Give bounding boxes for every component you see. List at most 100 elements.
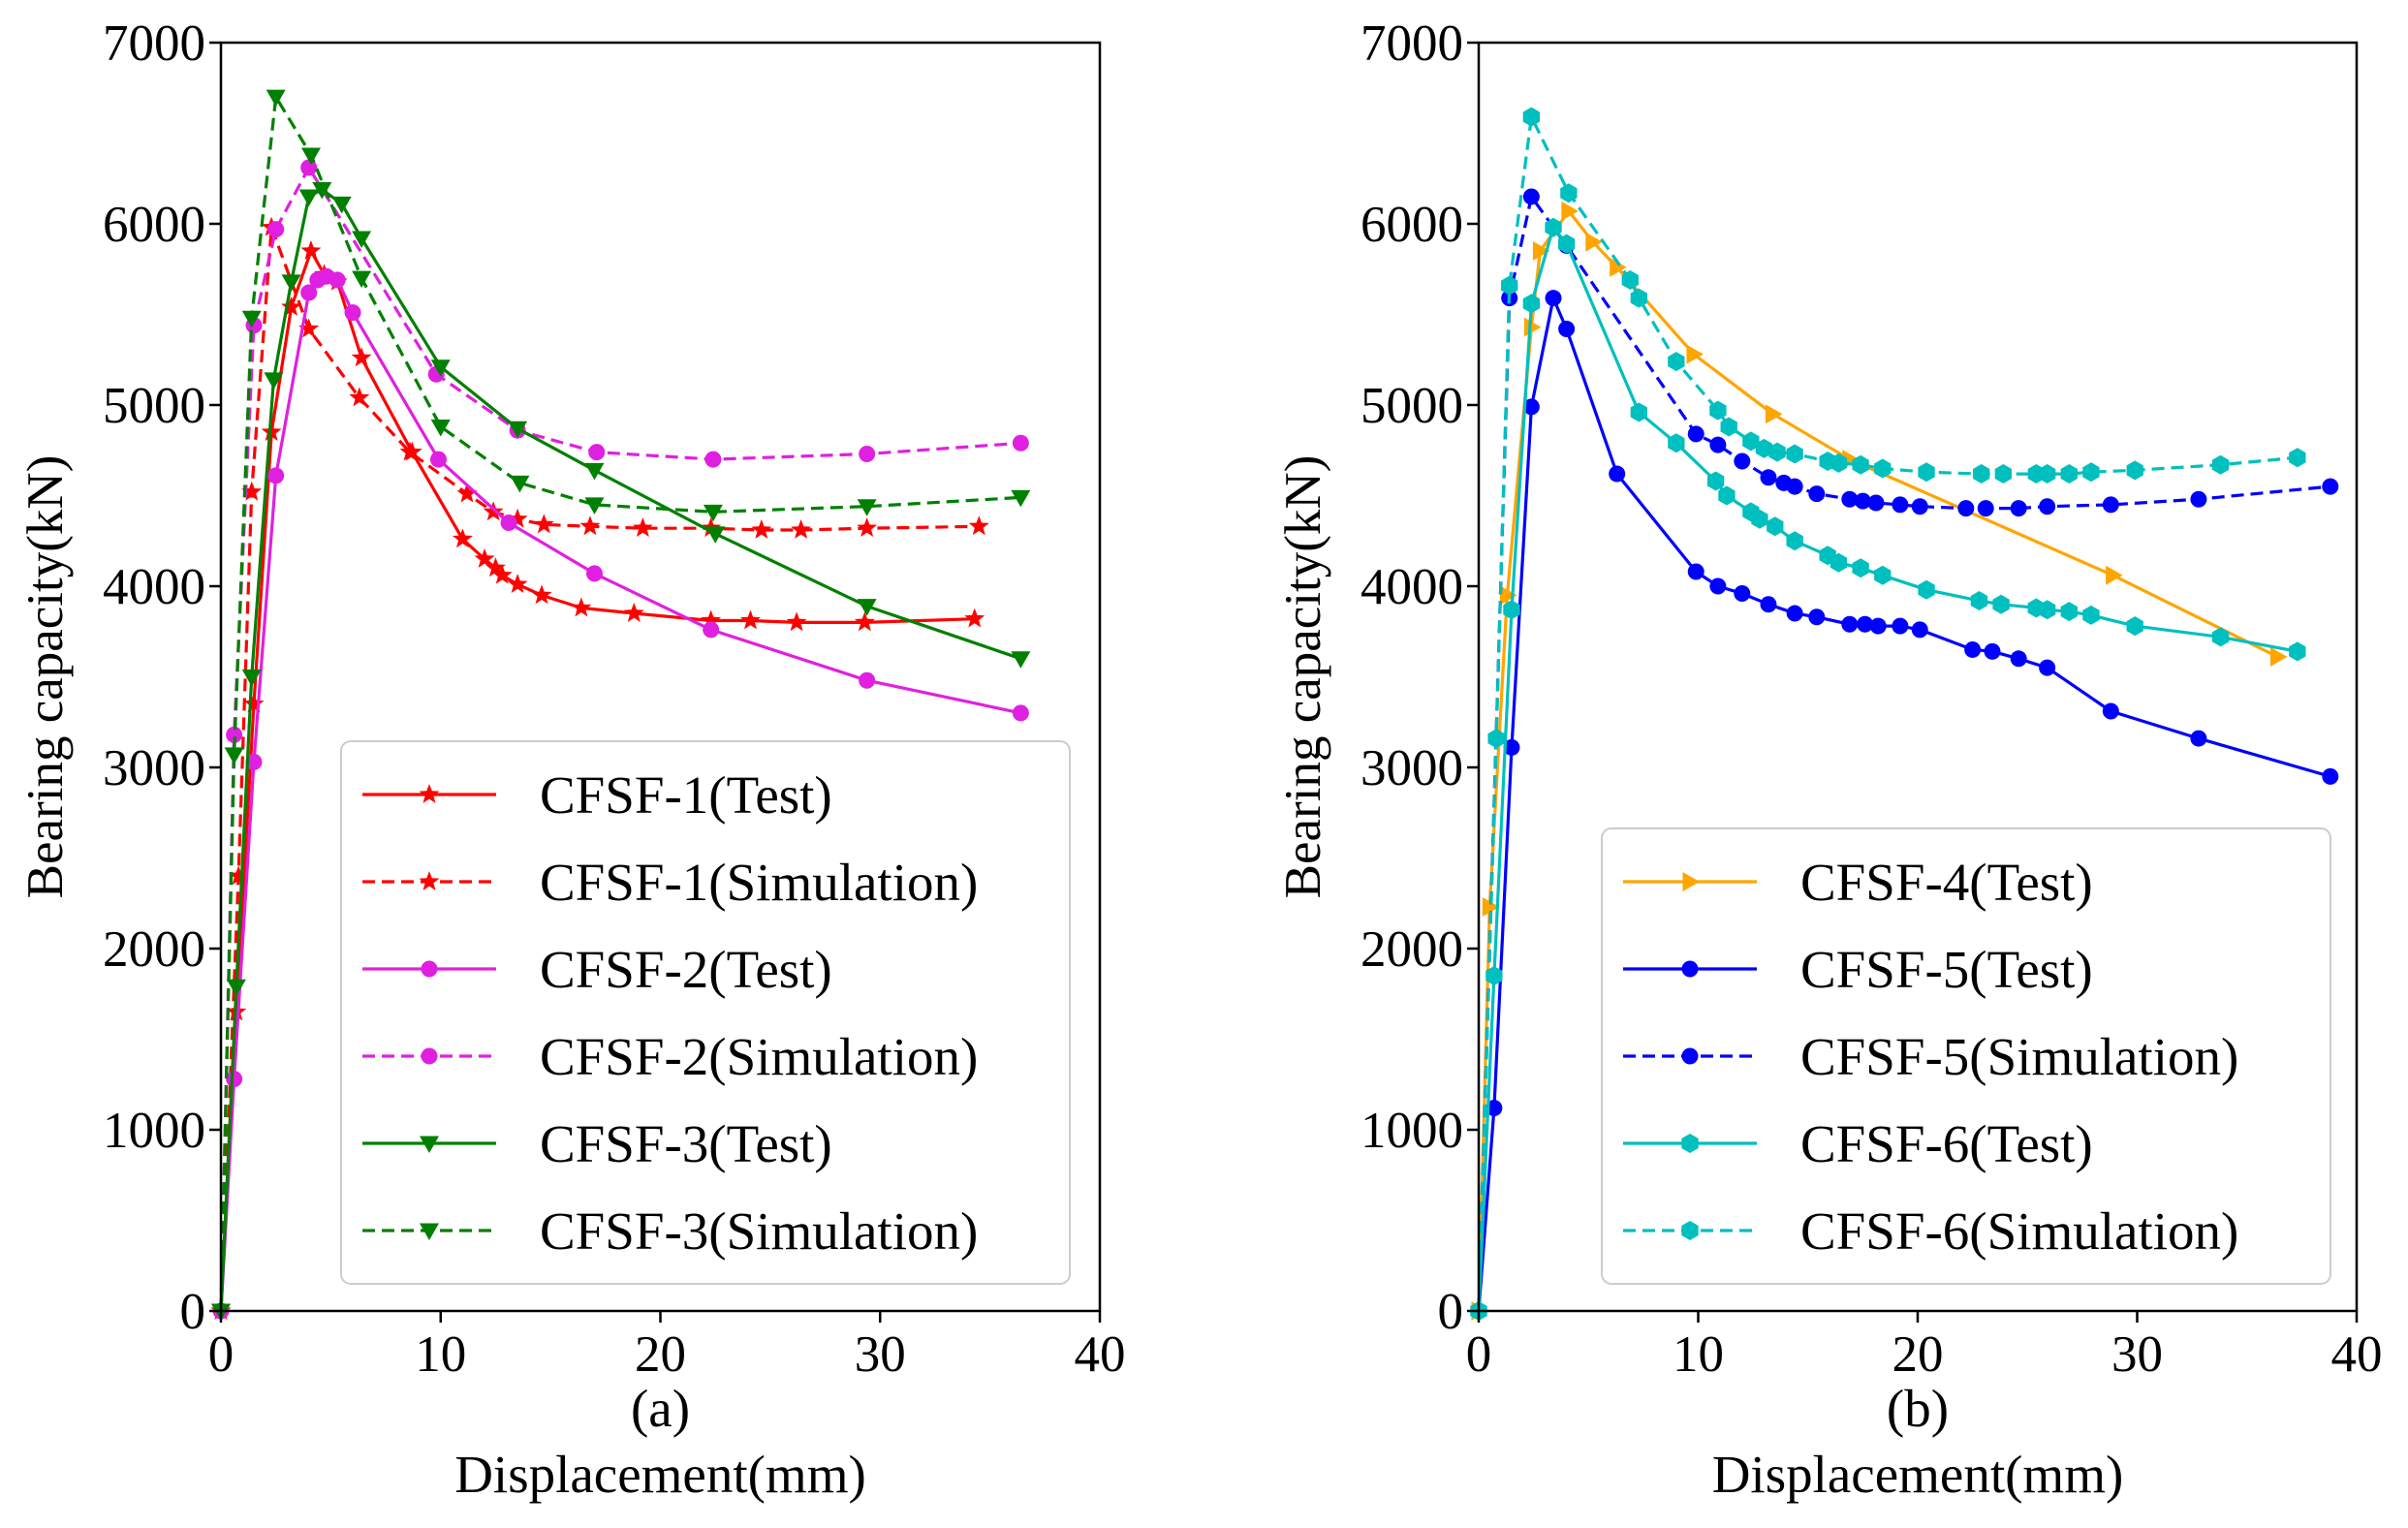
y-axis-label: Bearing capacity(kN) — [17, 455, 74, 899]
data-point — [1522, 107, 1541, 127]
data-point — [584, 462, 605, 481]
data-point — [859, 671, 876, 689]
data-point — [1011, 651, 1031, 669]
data-point — [1734, 452, 1751, 470]
y-tick-label: 5000 — [103, 378, 205, 434]
data-point — [1766, 404, 1783, 424]
x-tick-label: 40 — [2331, 1326, 2383, 1383]
data-point — [228, 865, 249, 886]
data-point — [1768, 442, 1786, 462]
x-axis-label: Displacement(mm) — [454, 1445, 866, 1504]
data-point — [1011, 489, 1031, 508]
data-point — [456, 483, 478, 503]
data-point — [1561, 201, 1579, 221]
data-point — [1911, 621, 1928, 639]
data-point — [2322, 478, 2339, 495]
data-point — [1709, 436, 1727, 453]
legend-item: CFSF-5(Simulation) — [1623, 1027, 2238, 1086]
data-point — [1687, 425, 1704, 443]
legend-item: CFSF-2(Simulation) — [362, 1027, 978, 1086]
axis-ticks: 0 10 20 30 40 0 1000 2000 3000 4000 5000 6000 7000 — [103, 16, 1126, 1383]
legend-marker — [419, 871, 440, 890]
data-point — [2106, 565, 2123, 585]
data-point — [1829, 552, 1848, 573]
data-point — [1964, 640, 1982, 658]
series-line — [219, 95, 1021, 1312]
series-line — [219, 226, 980, 1312]
data-point — [500, 515, 517, 532]
data-point — [1841, 490, 1859, 508]
x-tick-label: 20 — [1892, 1326, 1944, 1383]
data-point — [1503, 738, 1520, 756]
x-axis-label: Displacement(mm) — [1712, 1445, 2124, 1504]
y-tick-label: 6000 — [1360, 197, 1463, 253]
data-point — [1867, 494, 1885, 512]
data-point — [300, 284, 318, 301]
data-point — [281, 296, 302, 316]
data-point — [2039, 498, 2056, 515]
data-point — [791, 519, 812, 539]
legend-marker — [1681, 1134, 1699, 1153]
data-point — [1977, 500, 1994, 517]
data-point — [1585, 232, 1603, 252]
data-point — [584, 497, 605, 515]
data-point — [1499, 585, 1517, 606]
data-point — [571, 597, 592, 617]
y-tick-label: 5000 — [1360, 378, 1463, 434]
data-point — [857, 517, 878, 538]
legend-item: CFSF-4(Test) — [1623, 853, 2093, 912]
data-point — [1767, 516, 1784, 537]
x-tick-label: 0 — [208, 1326, 235, 1383]
y-tick-label: 4000 — [1360, 559, 1463, 615]
data-point — [508, 421, 528, 439]
data-point — [2190, 730, 2207, 747]
data-point — [2010, 650, 2027, 668]
data-point — [1854, 492, 1871, 510]
data-point — [2102, 702, 2119, 720]
data-point — [1760, 469, 1777, 486]
data-point — [632, 517, 653, 538]
data-point — [1609, 465, 1626, 483]
data-point — [267, 221, 285, 238]
data-point — [857, 599, 877, 616]
y-tick-label: 0 — [1438, 1284, 1464, 1340]
data-point — [2211, 627, 2230, 647]
legend-box — [340, 740, 1071, 1285]
data-point — [1786, 531, 1803, 551]
data-point — [1558, 320, 1576, 337]
legend-item: CFSF-3(Simulation) — [362, 1201, 978, 1261]
data-point — [344, 304, 361, 322]
legend-marker — [1681, 960, 1699, 978]
legend-label: CFSF-2(Test) — [540, 940, 832, 999]
data-point — [349, 387, 370, 407]
legend-marker — [421, 1047, 438, 1065]
data-point — [2082, 462, 2100, 483]
data-point — [786, 611, 807, 632]
axis-ticks: 0 10 20 30 40 0 1000 2000 3000 4000 5000 6000 7000 — [1360, 16, 2383, 1383]
legend-marker — [420, 1136, 439, 1153]
y-tick-label: 3000 — [1360, 740, 1463, 796]
y-tick-label: 4000 — [103, 559, 205, 615]
data-point — [705, 526, 726, 544]
data-point — [703, 621, 720, 639]
data-point — [281, 274, 301, 292]
data-point — [533, 514, 554, 534]
data-point — [1501, 275, 1518, 296]
data-point — [241, 481, 263, 501]
data-point — [1918, 579, 1935, 600]
data-point — [2190, 490, 2207, 508]
data-point — [224, 747, 244, 764]
data-point — [751, 519, 772, 539]
y-tick-label: 3000 — [103, 740, 205, 796]
data-point — [1522, 294, 1541, 314]
data-point — [2289, 641, 2306, 662]
data-point — [298, 189, 319, 206]
legend: CFSF-1(Test) CFSF-1(Simulation) CFSF-2(Tes… — [340, 740, 1071, 1285]
data-point — [1918, 462, 1935, 483]
legend-marker — [1681, 1221, 1699, 1240]
y-axis-label: Bearing capacity(kN) — [1275, 455, 1331, 899]
data-point — [1852, 454, 1869, 475]
data-point — [2211, 454, 2230, 475]
legend-label: CFSF-5(Test) — [1800, 940, 2093, 999]
y-tick-label: 1000 — [103, 1103, 205, 1159]
